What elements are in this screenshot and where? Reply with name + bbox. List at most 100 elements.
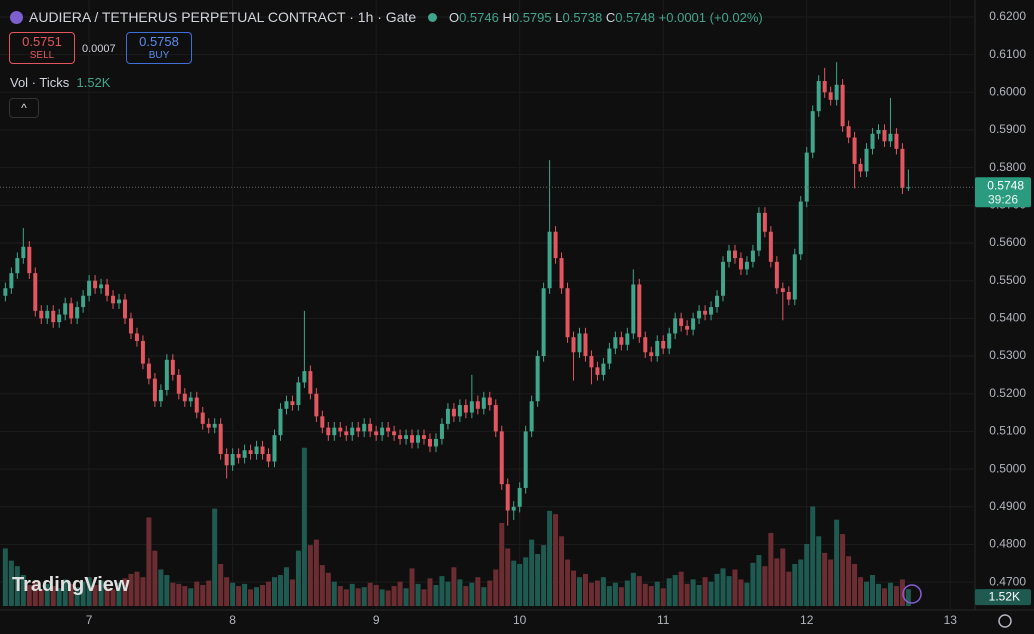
collapse-button[interactable]: ^ (9, 98, 39, 118)
candle-body (559, 258, 564, 289)
candle-body (63, 303, 68, 315)
candle-body (416, 435, 421, 443)
volume-bar (469, 582, 475, 606)
candle-body (75, 307, 80, 319)
volume-bar (553, 514, 559, 606)
candle-body (266, 454, 271, 462)
volume-bar (248, 589, 254, 606)
candle-body (661, 340, 666, 349)
sell-button[interactable]: 0.5751 SELL (9, 32, 75, 64)
candle-body (595, 367, 600, 375)
volume-bar (457, 579, 463, 606)
volume-bar (774, 558, 780, 606)
buy-button[interactable]: 0.5758 BUY (126, 32, 192, 64)
candle-body (392, 431, 397, 436)
title-row: AUDIERA / TETHERUS PERPETUAL CONTRACT · … (10, 9, 763, 25)
candle-body (798, 201, 803, 255)
candle-body (356, 427, 361, 432)
last-price-label: 0.5748 (987, 178, 1024, 192)
y-tick-label: 0.5800 (989, 160, 1026, 174)
volume-bar (385, 590, 391, 606)
candle-body (822, 81, 827, 93)
volume-bar (582, 573, 588, 606)
volume-bar (391, 586, 397, 606)
ohlc-label: C (605, 10, 616, 25)
candle-body (218, 423, 223, 455)
candle-body (111, 295, 116, 304)
candle-body (882, 129, 887, 142)
candle-body (589, 356, 594, 368)
candle-body (697, 310, 702, 319)
candle-body (248, 450, 253, 455)
candle-body (439, 423, 444, 439)
volume-bar (654, 581, 660, 606)
candle-body (200, 412, 205, 424)
ohlc-label: H (502, 10, 512, 25)
volume-bar (505, 548, 511, 606)
volume-bar (834, 519, 840, 606)
x-tick-label: 9 (373, 613, 380, 627)
volume-bar (313, 539, 319, 606)
candle-body (176, 374, 181, 394)
y-tick-label: 0.5600 (989, 235, 1026, 249)
volume-bar (2, 548, 8, 606)
volume-bar (571, 570, 577, 606)
settings-icon (998, 614, 1012, 628)
change: +0.0001 (+0.02%) (658, 10, 763, 25)
candle-body (601, 363, 606, 375)
candle-body (631, 284, 636, 334)
volume-bar (630, 572, 636, 606)
candle-body (738, 258, 743, 270)
ohlc-value: 0.5795 (511, 10, 552, 25)
candle-body (105, 284, 110, 296)
volume-bar (271, 577, 277, 606)
volume-bar (541, 545, 547, 606)
x-tick-label: 12 (800, 613, 814, 627)
candle-body (786, 292, 791, 300)
volume-bar (373, 584, 379, 606)
candle-body (380, 427, 385, 436)
volume-bar (188, 588, 194, 606)
volume-bar (648, 586, 654, 606)
candle-body (655, 340, 660, 357)
volume-bar (439, 576, 445, 606)
y-tick-label: 0.5200 (989, 386, 1026, 400)
volume-bar (301, 447, 307, 606)
volume-bar (517, 563, 523, 606)
candle-body (744, 261, 749, 270)
candle-body (194, 397, 199, 413)
candle-body (625, 333, 630, 345)
volume-bar (230, 582, 236, 606)
volume-bar (594, 580, 600, 606)
candle-body (810, 111, 815, 153)
candle-body (3, 288, 8, 296)
candle-body (9, 273, 14, 289)
volume-bar (726, 576, 732, 606)
candle-body (469, 401, 474, 413)
candle-body (583, 333, 588, 357)
volume-bar (355, 588, 361, 606)
volume-bar (678, 571, 684, 606)
candle-body (499, 431, 504, 485)
price-axis-bg (975, 0, 1034, 634)
volume-bar (822, 552, 828, 606)
candle-body (529, 401, 534, 432)
y-tick-label: 0.5400 (989, 311, 1026, 325)
volume-bar (475, 577, 481, 606)
candle-body (613, 337, 618, 349)
volume-bar (828, 559, 834, 606)
volume-bar (798, 559, 804, 606)
volume-bar (170, 582, 176, 606)
y-tick-label: 0.6000 (989, 84, 1026, 98)
candle-body (511, 506, 516, 511)
volume-bar (224, 577, 230, 606)
volume-bar (887, 582, 893, 606)
volume-bar (893, 586, 899, 606)
candle-body (164, 359, 169, 390)
y-tick-label: 0.4800 (989, 537, 1026, 551)
volume-bar (8, 560, 14, 606)
ohlc-label: O (448, 10, 460, 25)
candle-body (685, 325, 690, 330)
